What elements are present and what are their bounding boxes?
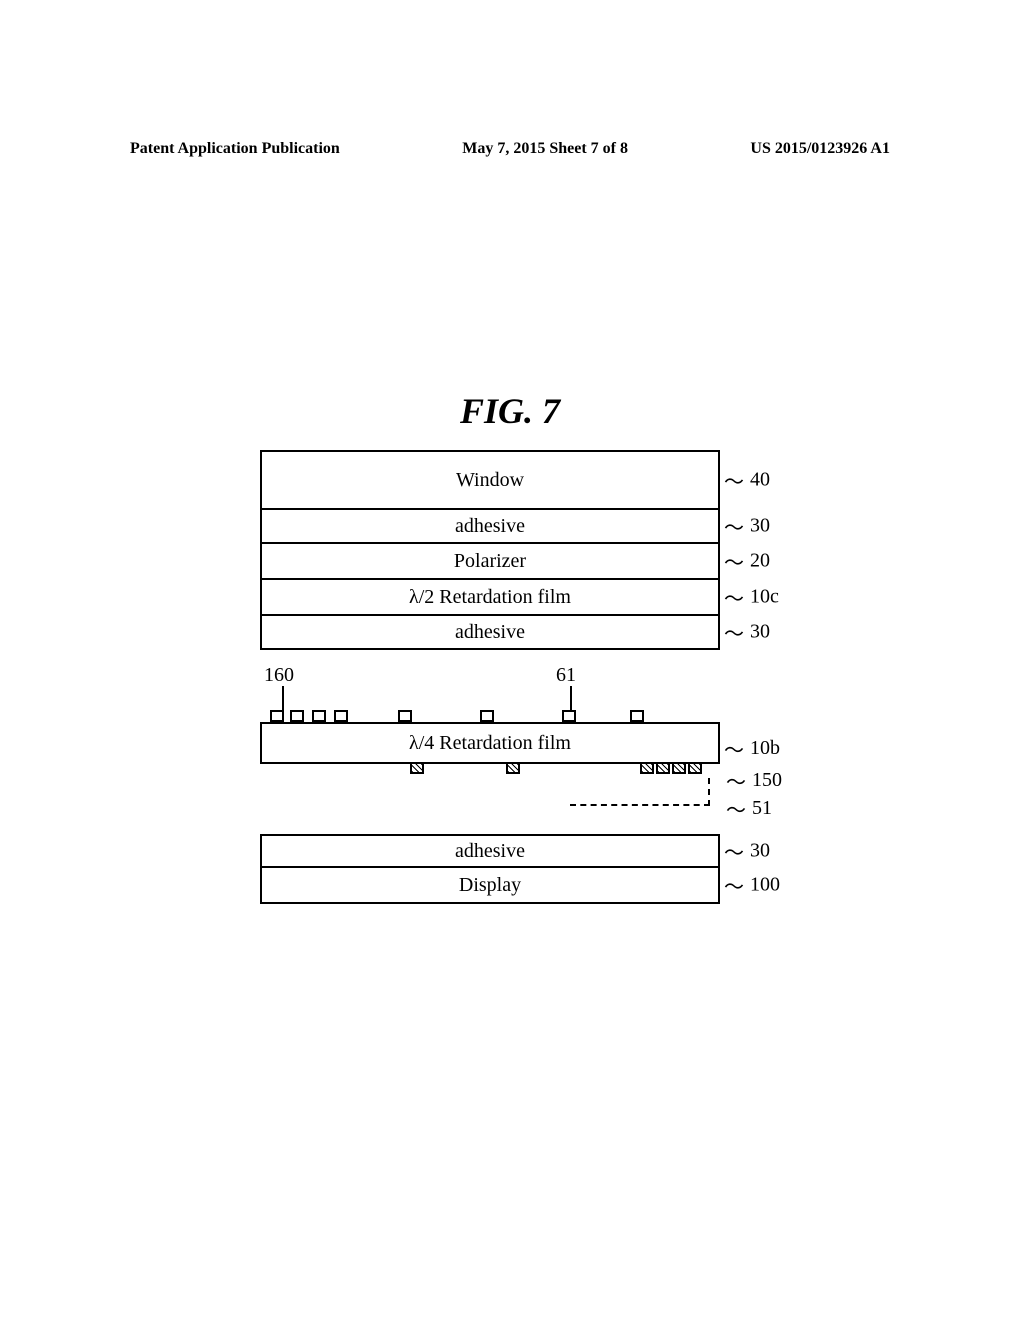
hatched-box <box>506 762 520 774</box>
header-right: US 2015/0123926 A1 <box>750 140 890 158</box>
layer-label: adhesive <box>455 515 525 538</box>
lead-51 <box>570 778 710 806</box>
tilde-icon: 〜 <box>724 512 744 541</box>
tilde-icon: 〜 <box>726 794 746 823</box>
electrode-box <box>562 710 576 722</box>
electrode-box <box>290 710 304 722</box>
electrode-box <box>270 710 284 722</box>
figure-title: FIG. 7 <box>0 390 1020 432</box>
layer: λ/2 Retardation film〜10c <box>260 580 720 616</box>
hatched-box <box>640 762 654 774</box>
lead-61 <box>570 686 572 710</box>
header-left: Patent Application Publication <box>130 140 340 158</box>
tilde-icon: 〜 <box>724 466 744 495</box>
layer: Polarizer〜20 <box>260 544 720 580</box>
quarter-retardation-layer: λ/4 Retardation film 〜 10b <box>260 722 720 764</box>
lead-160 <box>282 686 284 710</box>
hatched-box <box>672 762 686 774</box>
top-layer-stack: Window〜40adhesive〜30Polarizer〜20λ/2 Reta… <box>260 450 720 650</box>
page-header: Patent Application Publication May 7, 20… <box>130 140 890 158</box>
ref-number: 20 <box>750 550 770 573</box>
tilde-icon: 〜 <box>724 837 744 866</box>
quarter-ret-label: λ/4 Retardation film <box>409 732 571 755</box>
callout-160: 160 <box>264 664 294 687</box>
bottom-electrode-row <box>260 762 720 776</box>
hatched-box <box>656 762 670 774</box>
layer: Display〜100 <box>260 868 720 904</box>
ref-number: 30 <box>750 621 770 644</box>
middle-block: 160 61 λ/4 Retardation film 〜 10b 〜 150 … <box>260 722 720 764</box>
ref-number: 40 <box>750 469 770 492</box>
tilde-icon: 〜 <box>726 766 746 795</box>
tilde-icon: 〜 <box>724 583 744 612</box>
tilde-icon: 〜 <box>724 618 744 647</box>
layer-label: adhesive <box>455 840 525 863</box>
layer-label: Display <box>459 874 521 897</box>
bottom-layer-stack: adhesive〜30Display〜100 <box>260 834 720 904</box>
layer-label: Polarizer <box>454 550 526 573</box>
tilde-icon: 〜 <box>724 547 744 576</box>
figure-diagram: Window〜40adhesive〜30Polarizer〜20λ/2 Reta… <box>260 450 720 904</box>
electrode-box <box>480 710 494 722</box>
electrode-box <box>334 710 348 722</box>
layer: adhesive〜30 <box>260 616 720 650</box>
hatched-box <box>688 762 702 774</box>
ref-number: 30 <box>750 515 770 538</box>
layer-label: Window <box>456 469 524 492</box>
layer: adhesive〜30 <box>260 834 720 868</box>
layer: Window〜40 <box>260 450 720 510</box>
tilde-icon: 〜 <box>724 871 744 900</box>
ref-number: 30 <box>750 840 770 863</box>
ref-number: 10c <box>750 586 779 609</box>
ref-51: 51 <box>752 797 772 820</box>
electrode-box <box>398 710 412 722</box>
electrode-box <box>312 710 326 722</box>
layer-label: adhesive <box>455 621 525 644</box>
electrode-box <box>630 710 644 722</box>
header-center: May 7, 2015 Sheet 7 of 8 <box>462 140 628 158</box>
hatched-box <box>410 762 424 774</box>
layer: adhesive〜30 <box>260 510 720 544</box>
layer-label: λ/2 Retardation film <box>409 586 571 609</box>
ref-10b: 10b <box>750 737 780 760</box>
tilde-icon: 〜 <box>724 734 744 763</box>
ref-number: 100 <box>750 874 780 897</box>
ref-150: 150 <box>752 769 782 792</box>
callout-61: 61 <box>556 664 576 687</box>
